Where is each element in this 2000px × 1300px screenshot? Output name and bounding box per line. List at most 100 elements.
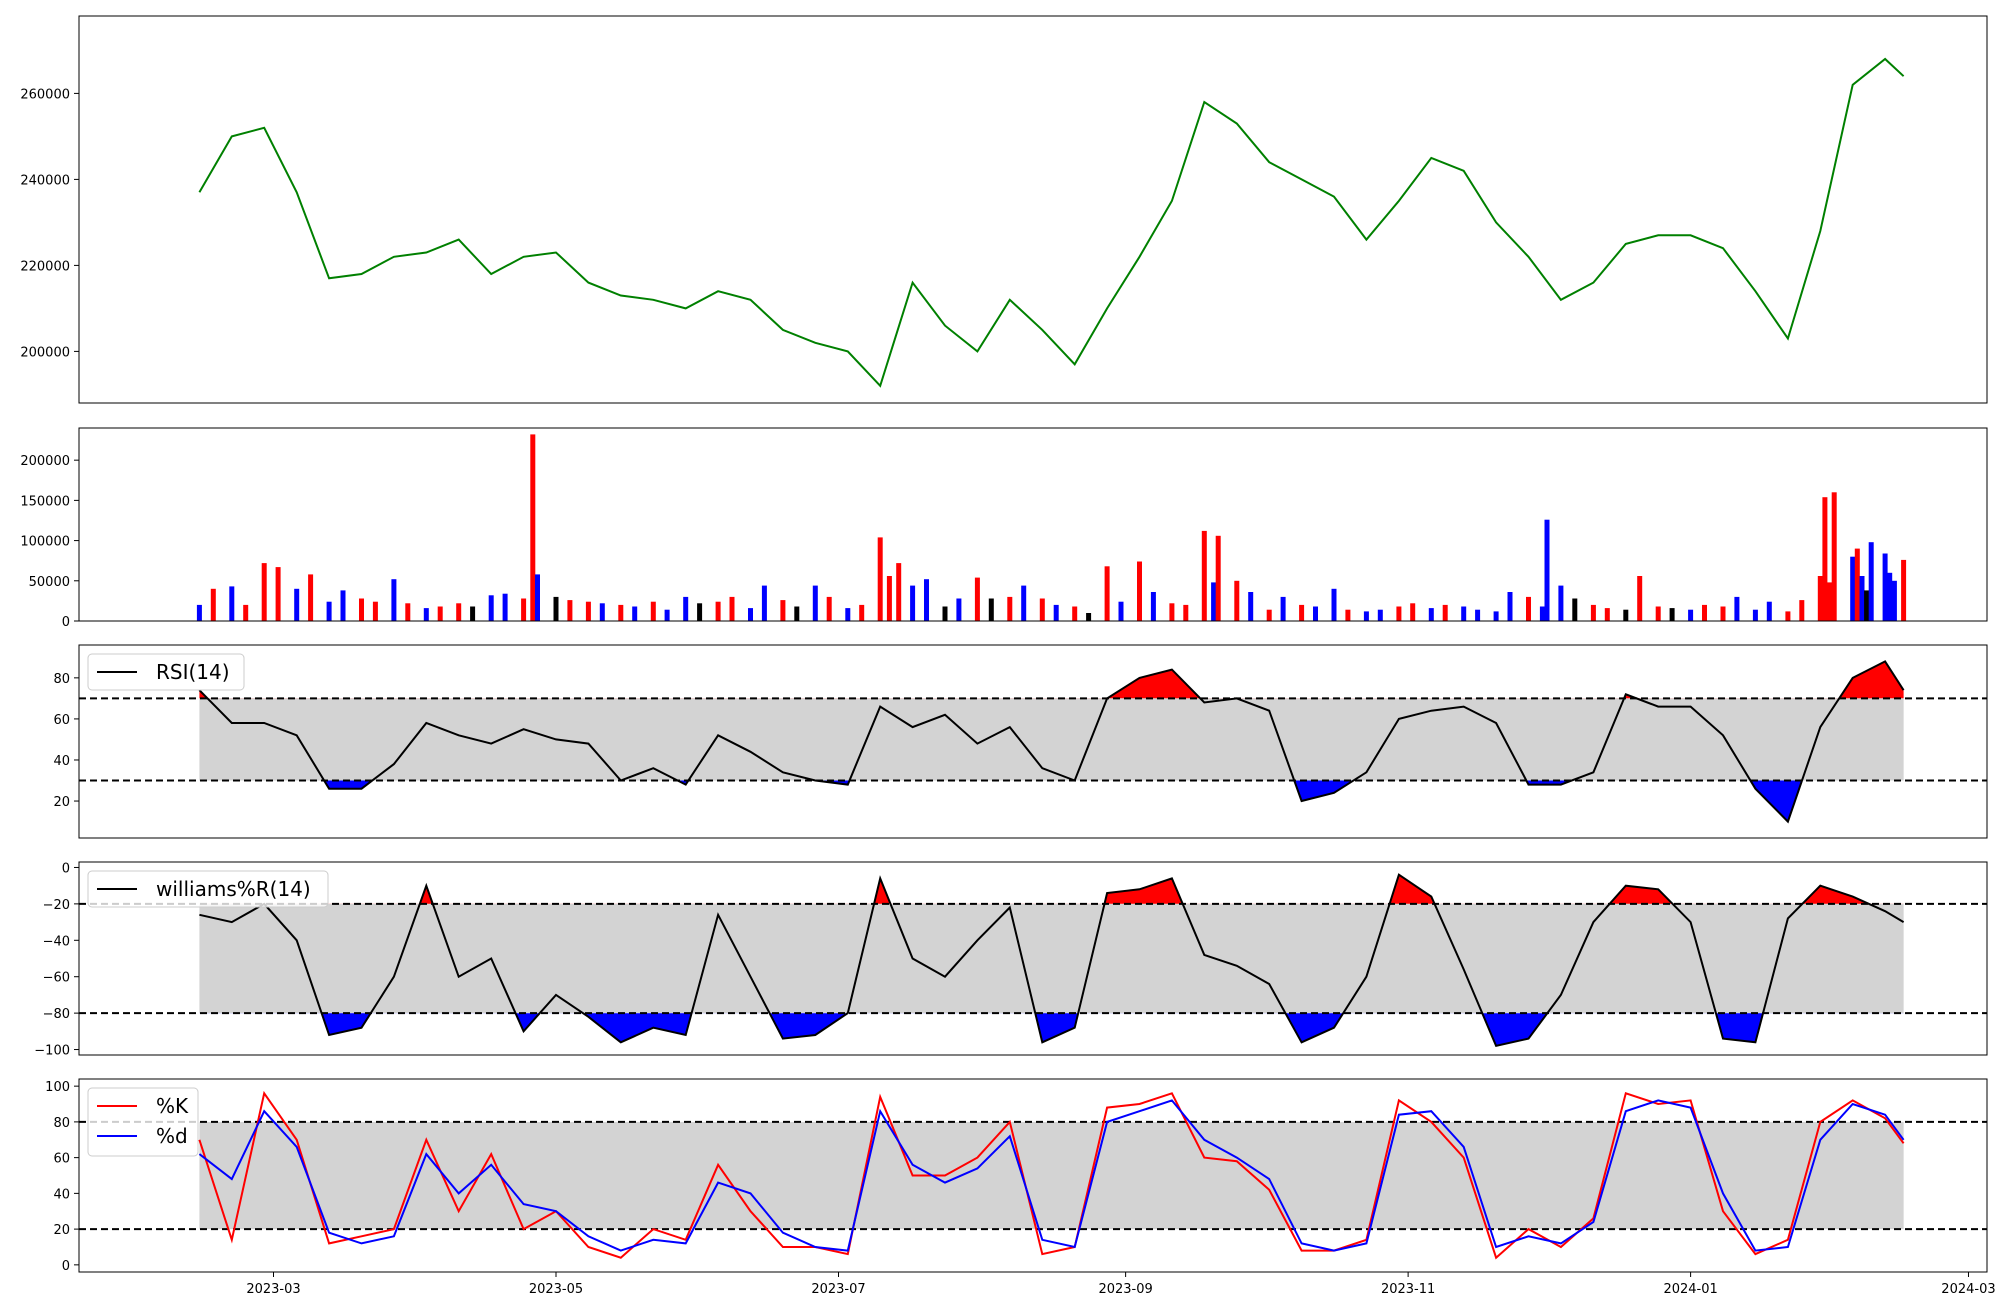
- volume-y-tick-label: 0: [62, 615, 70, 630]
- volume-bar: [1150, 592, 1156, 621]
- volume-bar: [535, 574, 540, 621]
- williams-y-tick-label: −40: [43, 934, 70, 949]
- stochastic-y-axis: 0 20 40 60 80 100: [45, 1080, 79, 1274]
- rsi-band: [199, 698, 1904, 781]
- volume-bar: [748, 608, 753, 621]
- volume-bar: [585, 601, 591, 621]
- volume-bar: [812, 585, 818, 621]
- volume-bar: [1526, 596, 1531, 621]
- volume-axes-frame: [78, 427, 1988, 622]
- volume-bar: [1604, 608, 1610, 621]
- price-y-tick-label: 240000: [20, 173, 70, 188]
- price-y-tick-label: 200000: [20, 345, 70, 360]
- volume-bar: [896, 563, 902, 621]
- rsi-legend-label: RSI(14): [156, 660, 230, 684]
- k-line: [198, 1090, 1905, 1260]
- volume-bar: [1734, 596, 1740, 621]
- volume-bar: [599, 603, 605, 621]
- volume-bar: [1215, 535, 1221, 621]
- volume-bar: [1428, 608, 1434, 621]
- volume-bar: [1720, 606, 1726, 621]
- volume-panel: 0 50000 100000 150000 200000: [20, 427, 1988, 630]
- williams-y-tick-label: −80: [43, 1007, 70, 1022]
- volume-bar: [210, 588, 216, 621]
- volume-bar: [423, 608, 429, 621]
- volume-bar: [1817, 576, 1823, 621]
- rsi-line: [198, 660, 1905, 824]
- williams-legend-label: williams%R(14): [156, 877, 311, 901]
- rsi-panel: 20 40 60 80 RSI(14): [53, 644, 1988, 839]
- volume-bar: [405, 603, 411, 621]
- volume-bar: [877, 537, 883, 621]
- volume-bar: [1118, 601, 1124, 621]
- volume-bar: [1039, 598, 1045, 621]
- stochastic-y-tick-label: 40: [53, 1187, 70, 1202]
- volume-bar: [391, 579, 397, 621]
- volume-bar: [437, 606, 443, 621]
- volume-bar: [1558, 585, 1564, 621]
- volume-bar: [632, 606, 638, 621]
- price-y-tick-label: 220000: [20, 259, 70, 274]
- rsi-legend-box: [87, 653, 245, 691]
- williams-y-tick-label: 0: [62, 861, 70, 876]
- williams-y-tick-label: −100: [34, 1044, 70, 1059]
- volume-bar: [1493, 611, 1499, 621]
- k-legend-label: %K: [156, 1094, 189, 1118]
- rsi-legend: RSI(14): [87, 653, 245, 691]
- rsi-y-tick-label: 20: [53, 795, 70, 810]
- stochastic-y-tick-label: 80: [53, 1116, 70, 1131]
- williams-legend: williams%R(14): [87, 870, 329, 908]
- volume-bar: [326, 601, 332, 621]
- volume-bar: [229, 586, 235, 621]
- stochastic-plot-area: [79, 1090, 1987, 1260]
- volume-y-tick-label: 100000: [20, 535, 70, 550]
- volume-bar: [308, 574, 314, 621]
- volume-bar: [664, 609, 670, 621]
- volume-bar: [1655, 606, 1661, 621]
- x-tick-label: 2024-03: [1941, 1282, 1995, 1297]
- d-legend-label: %d: [156, 1124, 188, 1148]
- volume-bar: [1234, 580, 1240, 621]
- stochastic-axes-frame: [78, 1078, 1988, 1273]
- volume-bar: [1331, 588, 1337, 621]
- volume-bar: [1827, 582, 1832, 621]
- x-tick-label: 2023-11: [1381, 1282, 1435, 1297]
- volume-bar: [1377, 609, 1383, 621]
- stochastic-y-tick-label: 60: [53, 1152, 70, 1167]
- volume-bar: [1053, 604, 1059, 621]
- volume-bar: [1363, 611, 1369, 621]
- volume-bar: [1396, 606, 1402, 621]
- stochastic-y-tick-label: 0: [62, 1259, 70, 1274]
- x-tick-label: 2023-03: [246, 1282, 300, 1297]
- volume-bar: [1137, 561, 1142, 621]
- volume-bar: [1313, 606, 1318, 621]
- volume-bar: [650, 601, 656, 621]
- volume-y-axis: 0 50000 100000 150000 200000: [20, 454, 79, 630]
- volume-bar: [1201, 530, 1207, 621]
- price-plot-area: [198, 57, 1905, 388]
- williams-legend-box: [87, 870, 329, 908]
- volume-bar: [1637, 576, 1643, 621]
- volume-bar: [530, 434, 536, 621]
- volume-bar: [794, 606, 800, 621]
- rsi-axes-frame: [78, 644, 1988, 839]
- rsi-y-tick-label: 60: [53, 713, 70, 728]
- volume-bar: [359, 598, 364, 621]
- volume-bar: [1280, 596, 1286, 621]
- volume-bar: [1590, 604, 1596, 621]
- date-x-axis: 2023-03 2023-05 2023-07 2023-09 2023-11 2024-…: [246, 1272, 1996, 1297]
- price-panel: 200000 220000 240000 260000: [20, 15, 1988, 404]
- price-line: [198, 57, 1905, 388]
- volume-bar: [618, 604, 624, 621]
- volume-bar: [1539, 606, 1545, 621]
- volume-bar: [1688, 609, 1694, 621]
- volume-bar: [1211, 582, 1217, 621]
- price-y-tick-label: 260000: [20, 87, 70, 102]
- volume-bar: [1544, 519, 1550, 621]
- williams-y-axis: 0 −20 −40 −60 −80 −100: [34, 861, 79, 1059]
- rsi-y-tick-label: 80: [53, 672, 70, 687]
- price-axes-frame: [78, 15, 1988, 404]
- williams-y-tick-label: −60: [43, 971, 70, 986]
- volume-bar: [1461, 606, 1467, 621]
- volume-bar: [1702, 604, 1707, 621]
